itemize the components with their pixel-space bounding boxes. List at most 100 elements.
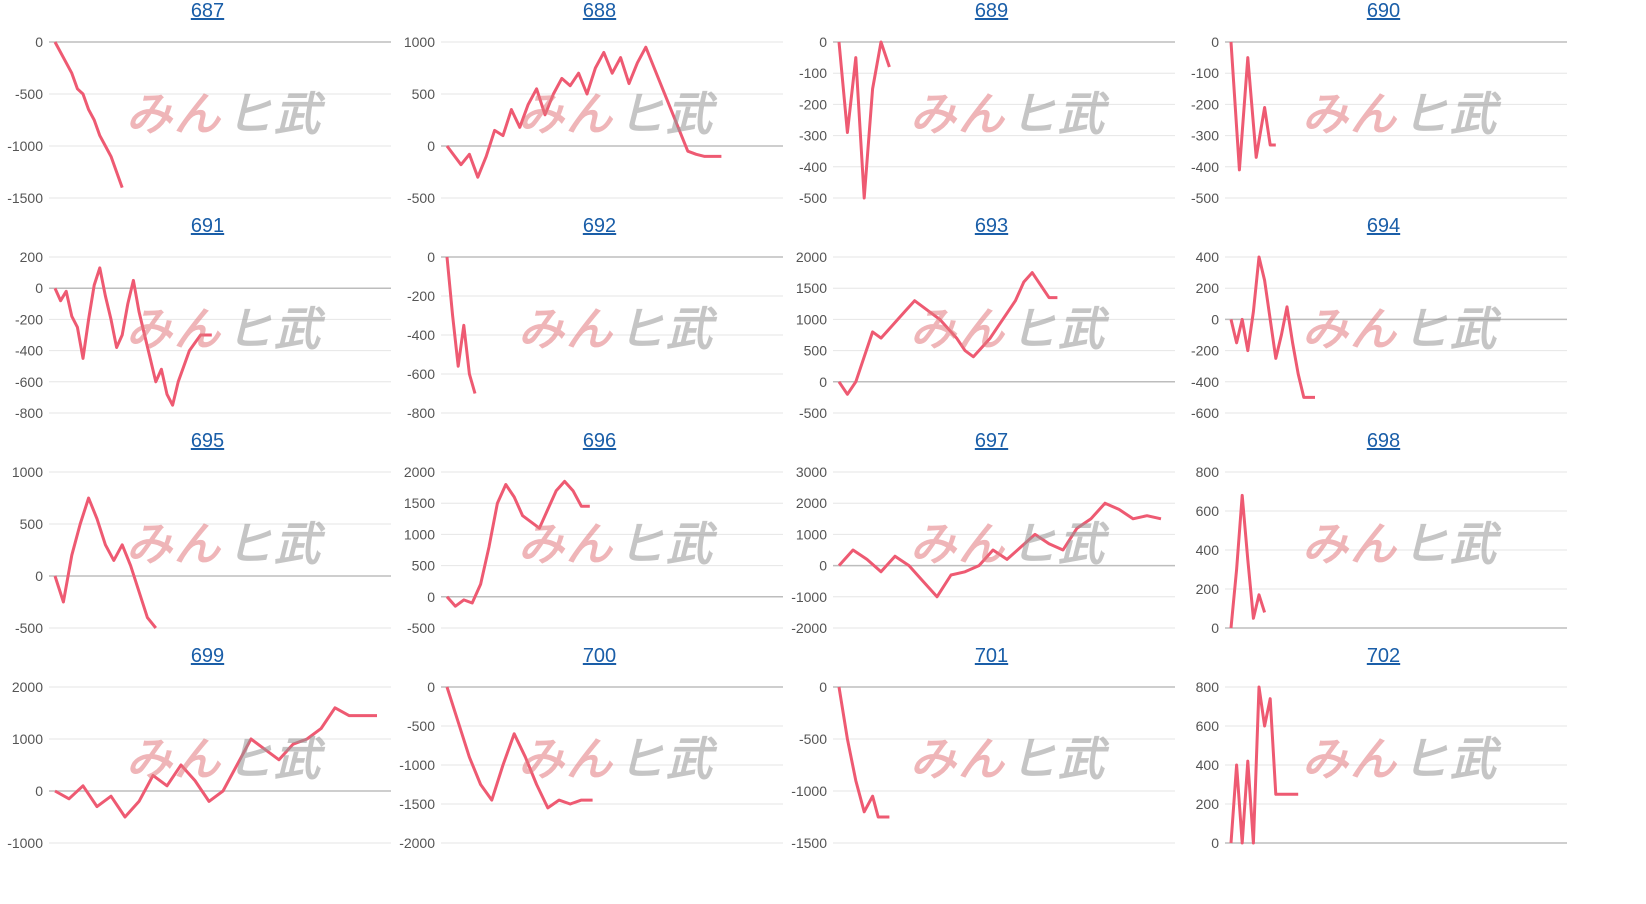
line-chart: 800 600 400 200 0	[1196, 679, 1567, 851]
series-line	[1229, 41, 1276, 172]
y-tick-label: 0	[35, 34, 43, 50]
line-chart: 0 -100 -200 -300 -400 -500	[1191, 34, 1567, 206]
y-tick-label: 0	[1211, 835, 1219, 851]
chart-title-link[interactable]: 692	[582, 215, 617, 237]
y-tick-label: -500	[15, 86, 43, 102]
chart-panel-692: 692 0 -200 -400 -600 -800 みん ヒ武	[394, 215, 805, 443]
line-chart: 1000 500 0 -500	[404, 34, 783, 206]
chart-panel-688: 688 1000 500 0 -500 みん ヒ武	[394, 0, 805, 228]
y-tick-label: -1500	[399, 796, 435, 812]
line-chart: 0 -500 -1000 -1500	[7, 34, 391, 206]
chart-title-link[interactable]: 701	[974, 645, 1009, 667]
y-tick-label: -500	[407, 190, 435, 206]
line-chart: 0 -500 -1000 -1500	[791, 679, 1175, 851]
series-line	[445, 256, 477, 394]
y-tick-label: 800	[1196, 679, 1220, 695]
chart-title-link[interactable]: 702	[1366, 645, 1401, 667]
chart-panel-695: 695 1000 500 0 -500 みん ヒ武	[2, 430, 413, 658]
chart-title-link[interactable]: 698	[1366, 430, 1401, 452]
y-tick-label: 500	[412, 86, 436, 102]
y-tick-label: -200	[407, 288, 435, 304]
y-tick-label: 2000	[404, 464, 435, 480]
line-chart: 1000 500 0 -500	[12, 464, 391, 636]
chart-panel-697: 697 3000 2000 1000 0 -1000 -2000 みん ヒ武	[786, 430, 1197, 658]
y-tick-label: 0	[427, 679, 435, 695]
line-chart: 0 -100 -200 -300 -400 -500	[799, 34, 1175, 206]
chart-panel-694: 694 400 200 0 -200 -400 -600 みん ヒ武	[1178, 215, 1589, 443]
y-tick-label: 2000	[796, 249, 827, 265]
y-tick-label: -1000	[399, 757, 435, 773]
y-tick-label: -600	[407, 366, 435, 382]
chart-title-link[interactable]: 699	[190, 645, 225, 667]
line-chart: 0 -200 -400 -600 -800	[407, 249, 783, 421]
y-tick-label: 200	[1196, 796, 1220, 812]
chart-title-link[interactable]: 696	[582, 430, 617, 452]
y-tick-label: 1000	[796, 311, 827, 327]
y-tick-label: -300	[1191, 128, 1219, 144]
series-line	[53, 496, 157, 629]
series-line	[1229, 685, 1299, 845]
chart-title-link[interactable]: 694	[1366, 215, 1401, 237]
chart-title-link[interactable]: 690	[1366, 0, 1401, 22]
y-tick-label: 0	[427, 589, 435, 605]
chart-title-link[interactable]: 700	[582, 645, 617, 667]
line-chart: 800 600 400 200 0	[1196, 464, 1567, 636]
y-tick-label: 0	[35, 783, 43, 799]
y-tick-label: -1000	[7, 835, 43, 851]
y-tick-label: 1500	[404, 495, 435, 511]
chart-title-link[interactable]: 689	[974, 0, 1009, 22]
y-tick-label: -500	[799, 405, 827, 421]
chart-panel-700: 700 0 -500 -1000 -1500 -2000 みん ヒ武	[394, 645, 805, 873]
y-tick-label: 200	[1196, 581, 1220, 597]
y-tick-label: 0	[819, 374, 827, 390]
y-tick-label: -200	[799, 96, 827, 112]
y-tick-label: -1500	[7, 190, 43, 206]
y-tick-label: -500	[407, 718, 435, 734]
chart-panel-687: 687 0 -500 -1000 -1500 みん ヒ武	[2, 0, 413, 228]
y-tick-label: 1000	[404, 34, 435, 50]
y-tick-label: -1000	[791, 783, 827, 799]
series-line	[837, 686, 890, 819]
chart-title-link[interactable]: 691	[190, 215, 225, 237]
y-tick-label: 0	[1211, 311, 1219, 327]
chart-title-link[interactable]: 697	[974, 430, 1009, 452]
y-tick-label: -100	[1191, 65, 1219, 81]
line-chart: 3000 2000 1000 0 -1000 -2000	[791, 464, 1175, 636]
y-tick-label: -500	[799, 731, 827, 747]
line-chart: 2000 1500 1000 500 0 -500	[796, 249, 1175, 421]
chart-title-link[interactable]: 693	[974, 215, 1009, 237]
chart-title-link[interactable]: 695	[190, 430, 225, 452]
series-line	[837, 40, 891, 200]
chart-panel-693: 693 2000 1500 1000 500 0 -500 みん ヒ武	[786, 215, 1197, 443]
y-tick-label: -600	[1191, 405, 1219, 421]
y-tick-label: -200	[1191, 343, 1219, 359]
y-tick-label: 800	[1196, 464, 1220, 480]
y-tick-label: 0	[35, 568, 43, 584]
y-tick-label: -400	[15, 343, 43, 359]
line-chart: 200 0 -200 -400 -600 -800	[15, 249, 391, 421]
y-tick-label: 0	[1211, 34, 1219, 50]
y-tick-label: 0	[819, 34, 827, 50]
chart-title-link[interactable]: 688	[582, 0, 617, 22]
y-tick-label: 400	[1196, 249, 1220, 265]
chart-title-link[interactable]: 687	[190, 0, 225, 22]
y-tick-label: 1000	[404, 526, 435, 542]
y-tick-label: -300	[799, 128, 827, 144]
series-line	[445, 686, 593, 810]
series-line	[1229, 255, 1315, 399]
y-tick-label: -100	[799, 65, 827, 81]
chart-panel-702: 702 800 600 400 200 0 みん ヒ武	[1178, 645, 1589, 873]
y-tick-label: 500	[20, 516, 44, 532]
series-line	[445, 479, 590, 608]
chart-panel-698: 698 800 600 400 200 0 みん ヒ武	[1178, 430, 1589, 658]
y-tick-label: 1000	[796, 526, 827, 542]
y-tick-label: -500	[1191, 190, 1219, 206]
y-tick-label: -2000	[791, 620, 827, 636]
chart-panel-696: 696 2000 1500 1000 500 0 -500 みん ヒ武	[394, 430, 805, 658]
y-tick-label: 500	[804, 343, 828, 359]
y-tick-label: -600	[15, 374, 43, 390]
y-tick-label: 0	[35, 280, 43, 296]
y-tick-label: 2000	[796, 495, 827, 511]
y-tick-label: -400	[407, 327, 435, 343]
chart-panel-690: 690 0 -100 -200 -300 -400 -500 みん ヒ武	[1178, 0, 1589, 228]
